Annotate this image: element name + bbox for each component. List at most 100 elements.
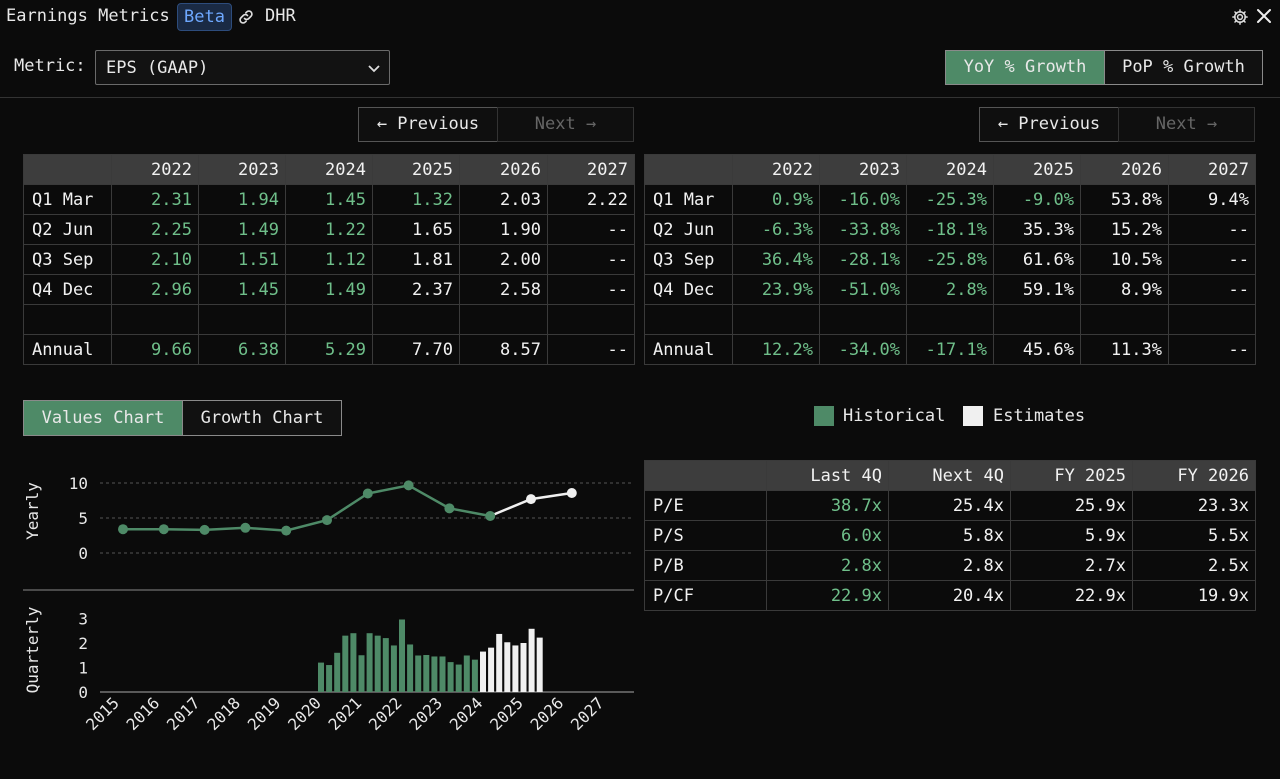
historical-bar <box>415 655 422 692</box>
table-cell: 2.8% <box>906 274 994 305</box>
historical-bar <box>439 656 446 692</box>
estimate-bar <box>536 637 543 692</box>
historical-point <box>118 524 128 535</box>
legend-estimates-label: Estimates <box>993 406 1086 426</box>
table-cell: 8.57 <box>459 334 548 365</box>
table-cell: 5.29 <box>285 334 373 365</box>
multiples-header: Next 4Q <box>888 460 1011 491</box>
row-label: Q4 Dec <box>23 274 112 305</box>
historical-bar <box>382 638 389 692</box>
historical-bar <box>471 659 478 692</box>
table-cell <box>906 304 994 335</box>
chevron-down-icon <box>368 65 380 73</box>
growth-year-header: 2026 <box>1080 154 1169 185</box>
table-row <box>644 304 1256 335</box>
table-cell: 20.4x <box>888 580 1011 611</box>
estimate-bar <box>512 645 519 692</box>
growth-year-header: 2027 <box>1168 154 1256 185</box>
legend-historical-label: Historical <box>843 406 946 426</box>
link-icon[interactable] <box>237 8 255 26</box>
row-label <box>23 304 112 335</box>
x-tick-label: 2026 <box>527 693 568 734</box>
table-cell: -34.0% <box>819 334 907 365</box>
x-tick-label: 2016 <box>123 693 164 734</box>
growth-next-button[interactable]: Next → <box>1118 107 1255 142</box>
table-cell: 59.1% <box>993 274 1081 305</box>
values-year-header: 2025 <box>372 154 460 185</box>
table-cell: 23.9% <box>732 274 820 305</box>
values-year-header: 2027 <box>547 154 635 185</box>
table-row: Q1 Mar 0.9% -16.0% -25.3% -9.0% 53.8% 9.4% <box>644 184 1256 215</box>
table-cell: 22.9x <box>1010 580 1133 611</box>
pop-growth-button[interactable]: PoP % Growth <box>1104 50 1263 85</box>
values-previous-button[interactable]: ← Previous <box>358 107 498 142</box>
table-cell: 1.65 <box>372 214 460 245</box>
estimate-bar <box>504 642 511 692</box>
table-cell: -- <box>547 214 635 245</box>
table-cell: 2.25 <box>111 214 199 245</box>
y-tick-label: 0 <box>78 683 88 702</box>
y-tick-label: 2 <box>78 634 88 653</box>
table-cell: 2.5x <box>1132 550 1256 581</box>
estimate-bar <box>488 647 495 692</box>
growth-chart-tab[interactable]: Growth Chart <box>182 400 342 436</box>
app-title: Earnings Metrics <box>6 6 170 26</box>
historical-bar <box>350 633 357 692</box>
multiples-header <box>644 460 767 491</box>
table-cell: 15.2% <box>1080 214 1169 245</box>
table-cell <box>819 304 907 335</box>
metric-select[interactable]: EPS (GAAP) <box>95 50 390 85</box>
values-next-button[interactable]: Next → <box>497 107 634 142</box>
table-cell: 1.94 <box>198 184 286 215</box>
gear-icon[interactable] <box>1231 8 1249 26</box>
table-cell: 9.66 <box>111 334 199 365</box>
table-cell: 11.3% <box>1080 334 1169 365</box>
x-tick-label: 2023 <box>405 693 446 734</box>
table-row <box>23 304 635 335</box>
row-label: P/S <box>644 520 767 551</box>
table-cell: 53.8% <box>1080 184 1169 215</box>
row-label: Q2 Jun <box>644 214 733 245</box>
table-cell: 1.49 <box>198 214 286 245</box>
historical-point <box>281 525 292 536</box>
table-cell <box>285 304 373 335</box>
estimate-point <box>566 488 577 499</box>
table-cell <box>1080 304 1169 335</box>
table-cell: 45.6% <box>993 334 1081 365</box>
historical-bar <box>374 635 381 692</box>
historical-bar <box>358 655 365 692</box>
table-cell: 5.9x <box>1010 520 1133 551</box>
table-cell: 2.8x <box>766 550 889 581</box>
historical-bar <box>447 662 454 692</box>
historical-point <box>403 480 414 491</box>
table-cell: 25.9x <box>1010 490 1133 521</box>
table-cell <box>993 304 1081 335</box>
table-row: Q2 Jun -6.3% -33.8% -18.1% 35.3% 15.2% -- <box>644 214 1256 245</box>
historical-bar <box>342 635 349 692</box>
close-icon[interactable] <box>1256 8 1272 24</box>
row-label: Q3 Sep <box>23 244 112 275</box>
table-cell: 5.5x <box>1132 520 1256 551</box>
table-cell: -16.0% <box>819 184 907 215</box>
table-cell <box>198 304 286 335</box>
values-year-header: 2023 <box>198 154 286 185</box>
y-tick-label: 1 <box>78 659 88 678</box>
historical-bar <box>334 652 341 692</box>
table-cell <box>372 304 460 335</box>
table-row: Q4 Dec 2.96 1.45 1.49 2.37 2.58 -- <box>23 274 635 305</box>
table-cell: -9.0% <box>993 184 1081 215</box>
table-row: P/S 6.0x 5.8x 5.9x 5.5x <box>644 520 1256 551</box>
historical-bar <box>390 645 397 692</box>
values-year-header: 2026 <box>459 154 548 185</box>
growth-previous-button[interactable]: ← Previous <box>979 107 1119 142</box>
table-cell: 6.38 <box>198 334 286 365</box>
values-chart-tab[interactable]: Values Chart <box>23 400 183 436</box>
y-axis-label: Yearly <box>23 482 42 540</box>
table-cell: 2.31 <box>111 184 199 215</box>
table-cell: -- <box>1168 244 1256 275</box>
historical-bar <box>431 656 438 692</box>
yoy-growth-button[interactable]: YoY % Growth <box>945 50 1105 85</box>
growth-year-header: 2024 <box>906 154 994 185</box>
table-cell: -51.0% <box>819 274 907 305</box>
